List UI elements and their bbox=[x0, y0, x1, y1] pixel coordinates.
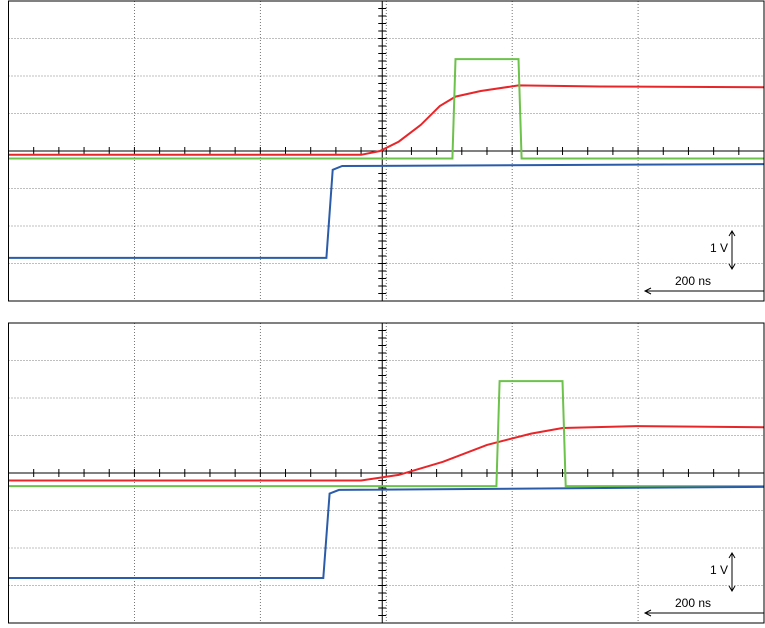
screen-border bbox=[8, 0, 765, 302]
x-scale-label: 200 ns bbox=[675, 274, 711, 288]
y-scale-label: 1 V bbox=[710, 241, 728, 255]
trace bbox=[8, 380, 764, 488]
trace bbox=[8, 84, 765, 156]
scale-arrow-head bbox=[728, 230, 736, 270]
trace bbox=[8, 58, 764, 160]
y-scale-label: 1 V bbox=[710, 563, 728, 577]
scale-arrow-head bbox=[643, 287, 652, 295]
scale-arrow-head bbox=[728, 552, 736, 592]
trace bbox=[8, 425, 765, 482]
trace bbox=[8, 163, 765, 259]
x-scale-label: 200 ns bbox=[675, 596, 711, 610]
screen-border bbox=[8, 322, 765, 624]
scale-arrow-head bbox=[643, 609, 652, 617]
trace bbox=[8, 485, 765, 579]
